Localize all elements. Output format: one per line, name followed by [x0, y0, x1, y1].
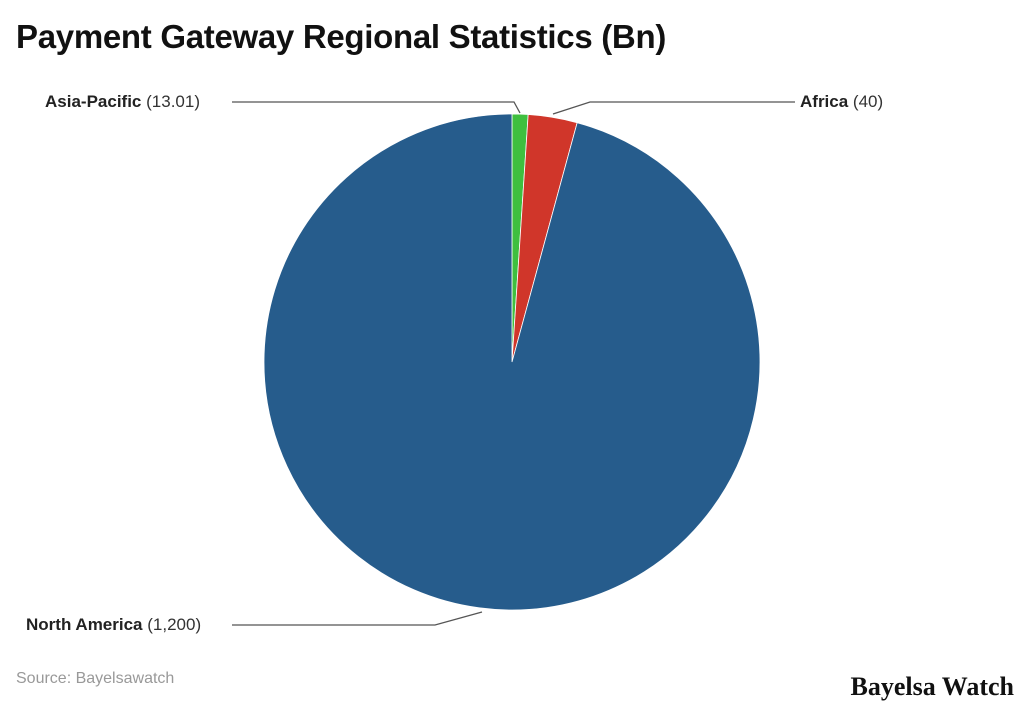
label-name: Asia-Pacific — [45, 92, 142, 111]
label-north-america: North America (1,200) — [26, 615, 201, 635]
source-note: Source: Bayelsawatch — [16, 670, 175, 687]
label-asia-pacific: Asia-Pacific (13.01) — [45, 92, 200, 112]
label-name: Africa — [800, 92, 849, 111]
pie-slice-north-america — [263, 113, 761, 611]
leader-line-africa — [552, 101, 795, 115]
label-value: (13.01) — [146, 92, 200, 111]
label-value: (40) — [852, 92, 884, 111]
leader-line-asia-pacific — [232, 101, 521, 114]
brand-logo: Bayelsa Watch — [850, 672, 1014, 701]
label-name: North America — [26, 615, 143, 634]
leader-line-north-america — [232, 611, 483, 626]
label-value: (1,200) — [147, 615, 202, 634]
label-africa: Africa (40) — [800, 92, 883, 112]
chart-title: Payment Gateway Regional Statistics (Bn) — [16, 18, 667, 55]
